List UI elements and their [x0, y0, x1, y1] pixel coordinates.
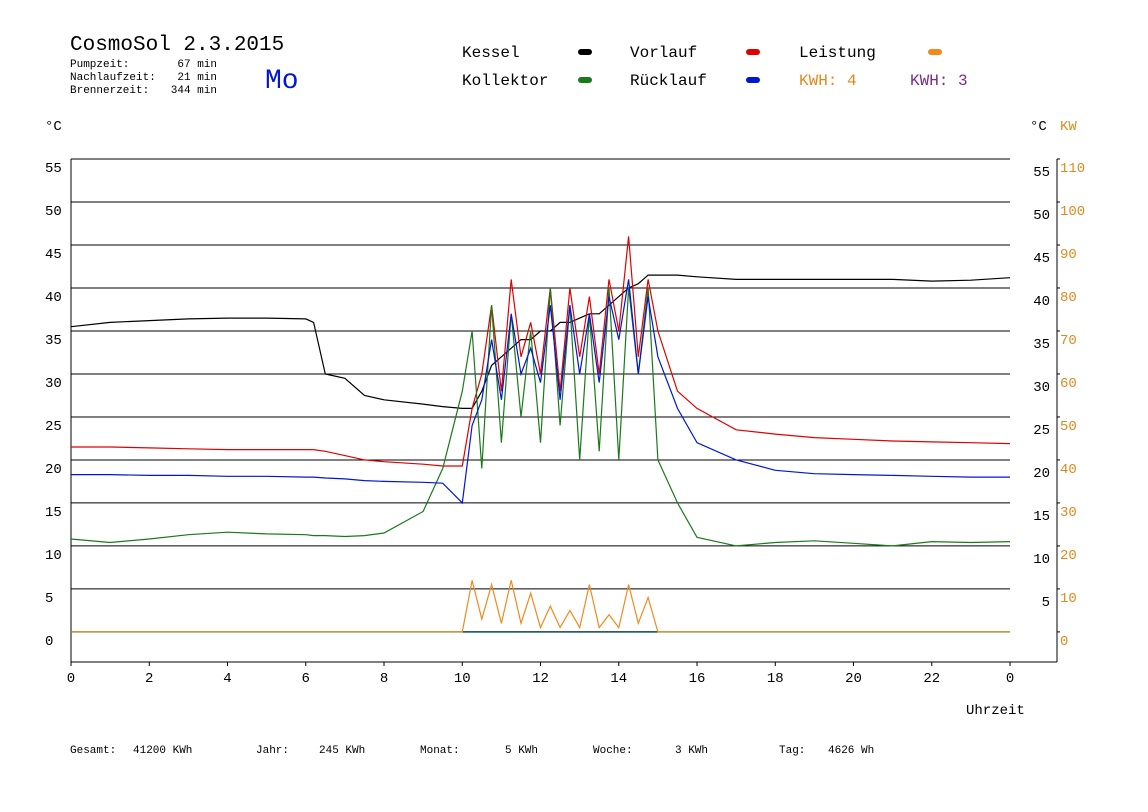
right-y-tick-label: 5: [1042, 595, 1050, 611]
x-tick-label: 10: [454, 671, 471, 687]
right-y-tick-label: 10: [1033, 552, 1050, 568]
kwh-label: KWH: 4: [799, 72, 857, 90]
y2-tick-label: 0: [1060, 634, 1068, 650]
legend-label: Kessel: [462, 44, 520, 62]
right-y-tick-label: 25: [1033, 423, 1050, 439]
series-line: [70, 287, 1011, 547]
x-tick-label: 2: [145, 671, 153, 687]
y-tick-label: 40: [45, 290, 62, 306]
footer-label: Monat:: [420, 745, 460, 757]
right-y-tick-label: 30: [1033, 380, 1050, 396]
y2-tick-label: 50: [1060, 419, 1077, 435]
right-y-tick-label: 50: [1033, 208, 1050, 224]
footer-label: Woche:: [593, 745, 633, 757]
right-y-tick-label: 20: [1033, 466, 1050, 482]
footer-label: Jahr:: [256, 745, 289, 757]
y-tick-label: 50: [45, 204, 62, 220]
x-tick-label: 12: [532, 671, 549, 687]
legend-label: Leistung: [799, 44, 876, 62]
info-label: Brennerzeit:: [70, 85, 149, 97]
y-tick-label: 55: [45, 161, 62, 177]
y-tick-label: 30: [45, 376, 62, 392]
y-unit: °C: [45, 119, 62, 135]
y-tick-label: 0: [45, 634, 53, 650]
series-line: [70, 274, 1011, 409]
x-tick-label: 4: [223, 671, 231, 687]
y-tick-label: 35: [45, 333, 62, 349]
y2-tick-label: 10: [1060, 591, 1077, 607]
info-value: 67 min: [177, 59, 217, 71]
info-label: Nachlaufzeit:: [70, 72, 156, 84]
series-line: [71, 580, 1010, 633]
info-value: 21 min: [177, 72, 217, 84]
footer-label: Gesamt:: [70, 745, 116, 757]
x-tick-label: 16: [689, 671, 706, 687]
x-tick-label: 6: [302, 671, 310, 687]
info-value: 344 min: [171, 85, 217, 97]
x-tick-label: 0: [1006, 671, 1014, 687]
y2-tick-label: 70: [1060, 333, 1077, 349]
info-label: Pumpzeit:: [70, 59, 129, 71]
y2-tick-label: 90: [1060, 247, 1077, 263]
y2-tick-label: 40: [1060, 462, 1077, 478]
series-line: [71, 279, 1010, 505]
footer-value: 41200 KWh: [133, 745, 192, 757]
y-tick-label: 15: [45, 505, 62, 521]
right-y-tick-label: 40: [1033, 294, 1050, 310]
x-tick-label: 0: [67, 671, 75, 687]
footer-value: 245 KWh: [319, 745, 365, 757]
y2-tick-label: 80: [1060, 290, 1077, 306]
series-line: [71, 236, 1011, 467]
y-tick-label: 10: [45, 548, 62, 564]
y-tick-label: 5: [45, 591, 53, 607]
footer-value: 5 KWh: [505, 745, 538, 757]
y2-tick-label: 100: [1060, 204, 1085, 220]
footer-label: Tag:: [779, 745, 805, 757]
day: Mo: [265, 66, 299, 97]
footer-value: 3 KWh: [675, 745, 708, 757]
y2-unit: KW: [1060, 119, 1077, 135]
y-tick-label: 25: [45, 419, 62, 435]
right-y-tick-label: 35: [1033, 337, 1050, 353]
y2-unit-c: °C: [1030, 119, 1047, 135]
x-axis-label: Uhrzeit: [966, 703, 1025, 719]
right-y-tick-label: 45: [1033, 251, 1050, 267]
y-tick-label: 45: [45, 247, 62, 263]
kwh-label: KWH: 3: [910, 72, 968, 90]
legend-label: Rücklauf: [630, 72, 707, 90]
x-tick-label: 14: [610, 671, 627, 687]
chart-title: CosmoSol 2.3.2015: [70, 34, 284, 57]
y2-tick-label: 20: [1060, 548, 1077, 564]
x-tick-label: 8: [380, 671, 388, 687]
legend-label: Vorlauf: [630, 44, 697, 62]
legend-label: Kollektor: [462, 72, 548, 90]
right-y-tick-label: 15: [1033, 509, 1050, 525]
right-y-tick-label: 55: [1033, 165, 1050, 181]
x-tick-label: 20: [845, 671, 862, 687]
x-tick-label: 18: [767, 671, 784, 687]
y2-tick-label: 60: [1060, 376, 1077, 392]
y2-tick-label: 110: [1060, 161, 1085, 177]
footer-value: 4626 Wh: [828, 745, 874, 757]
y2-tick-label: 30: [1060, 505, 1077, 521]
x-tick-label: 22: [923, 671, 940, 687]
y-tick-label: 20: [45, 462, 62, 478]
